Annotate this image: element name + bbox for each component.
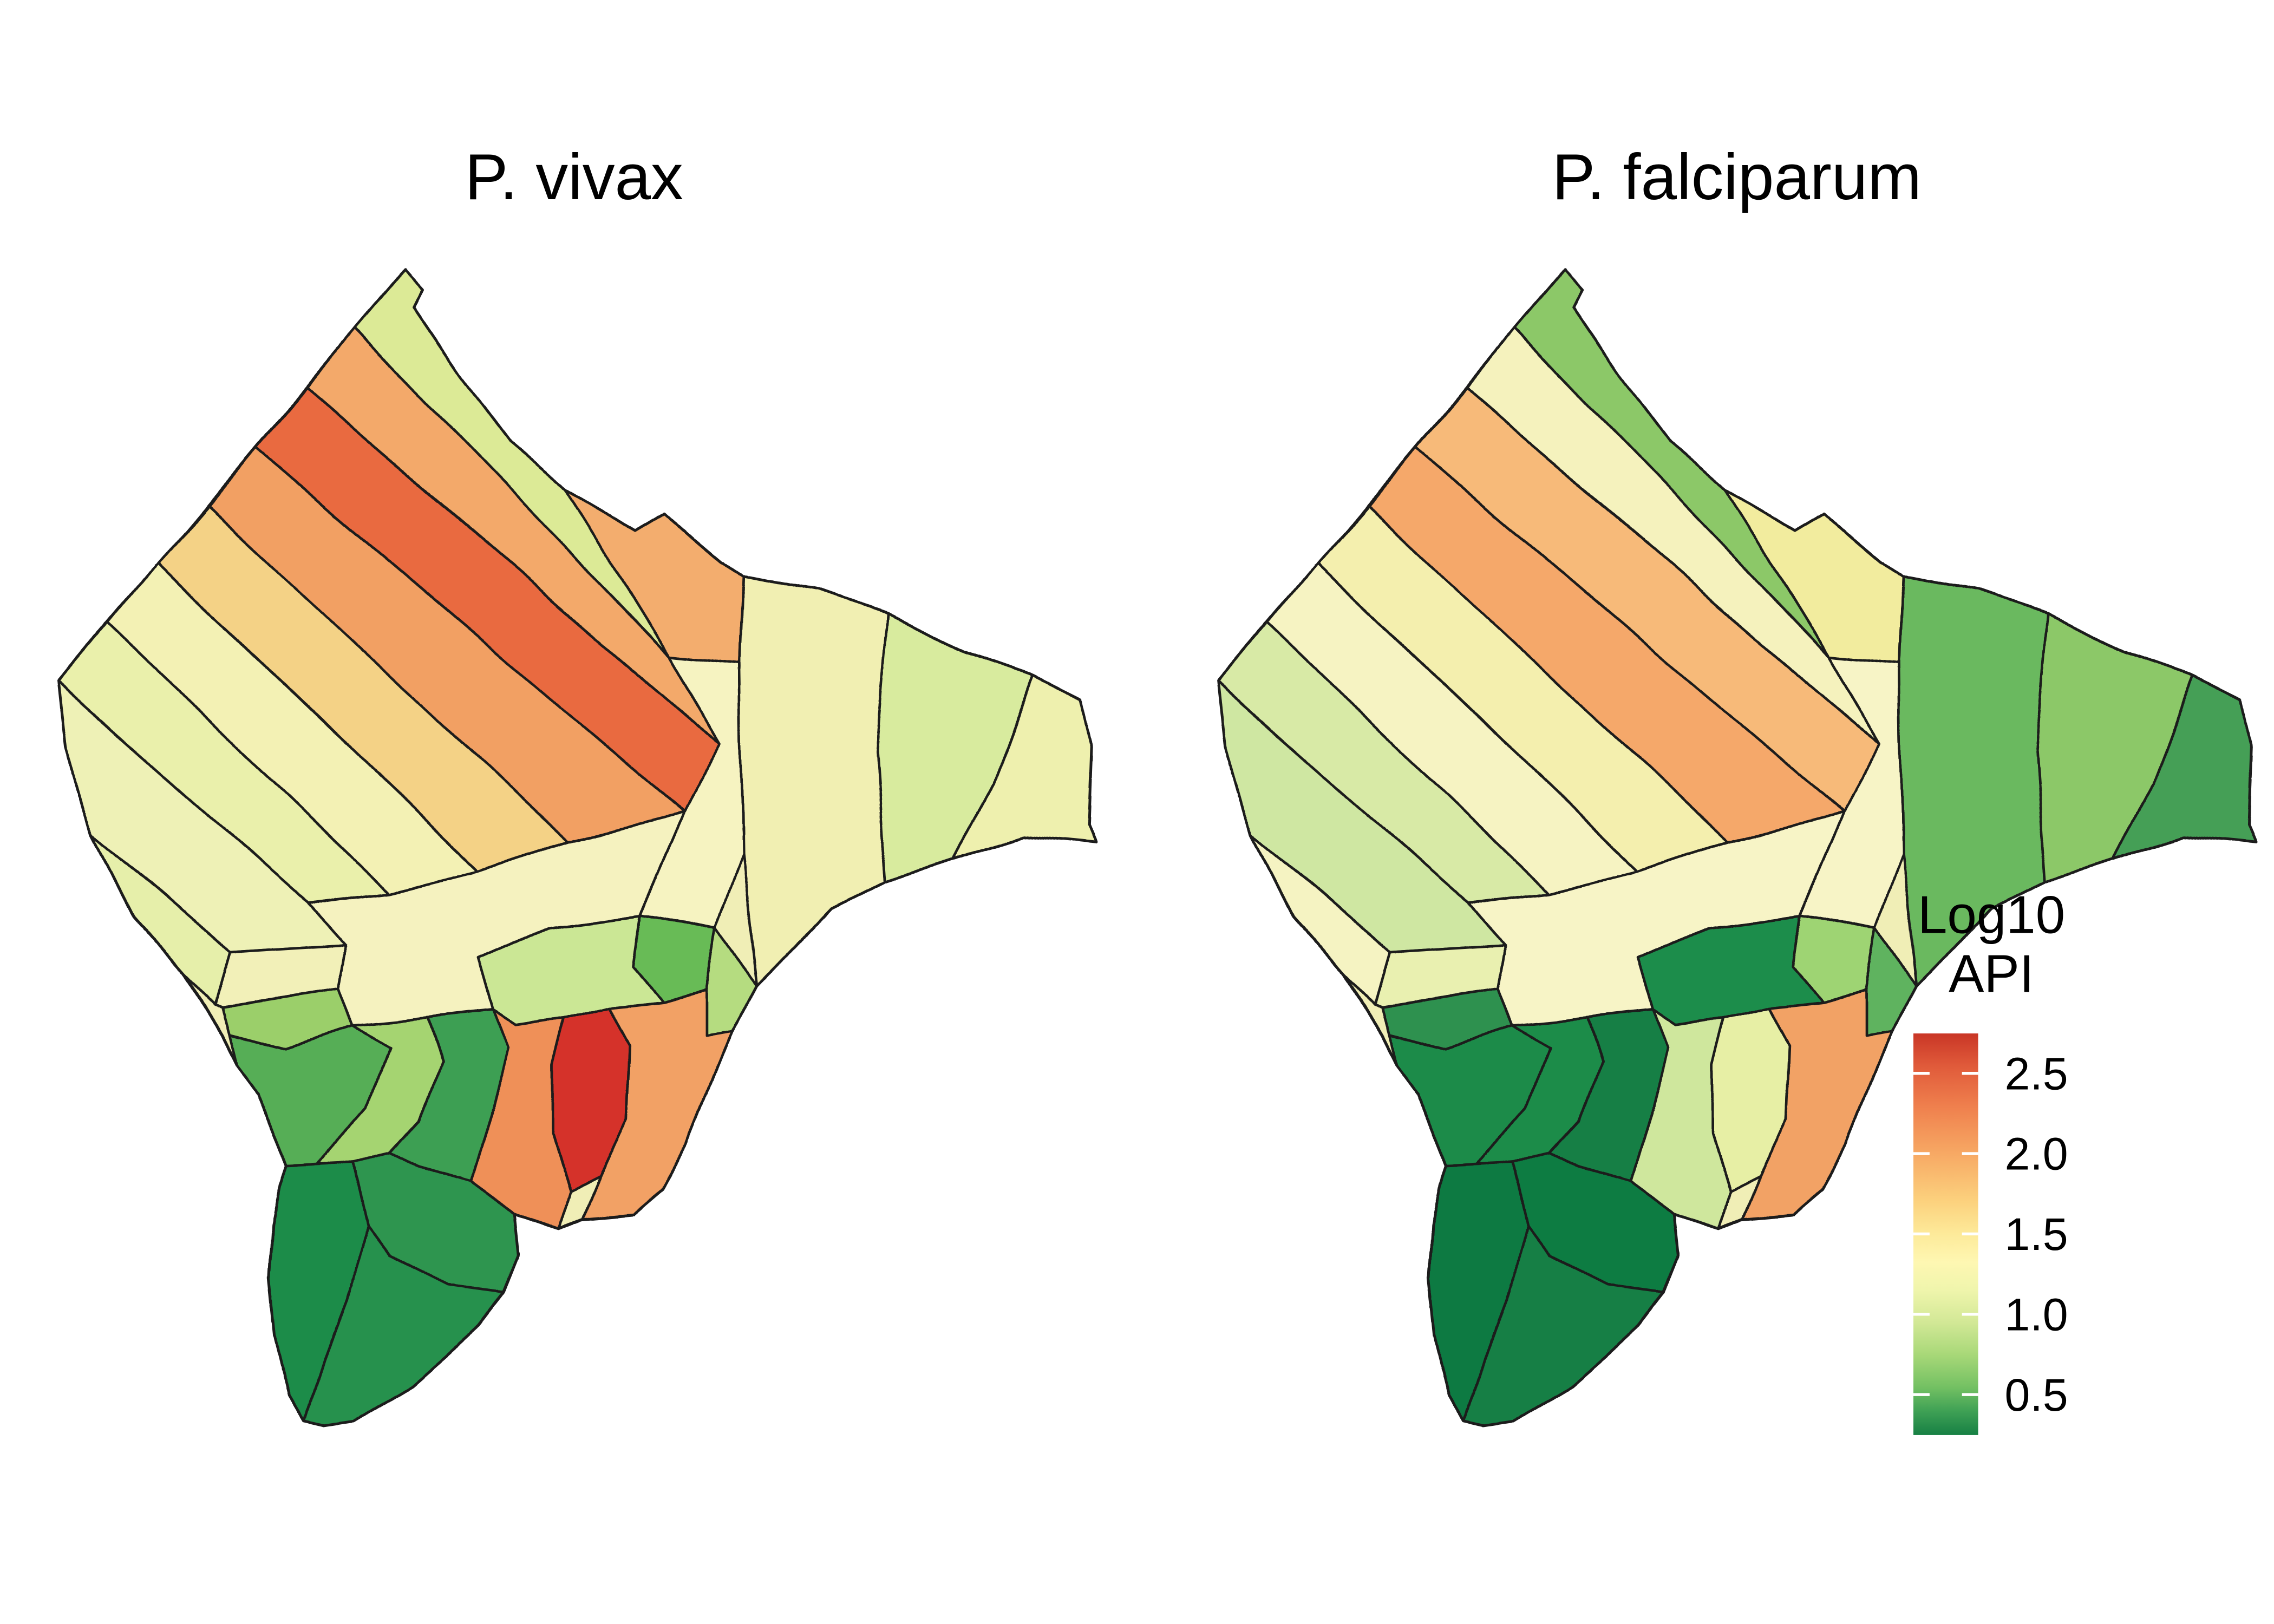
legend-tick-label: 2.5 (2005, 1048, 2068, 1099)
legend-tick-label: 0.5 (2005, 1370, 2068, 1420)
district-26 (469, 1010, 571, 1230)
map-falciparum (1217, 269, 2258, 1426)
legend-tick-label: 1.5 (2005, 1209, 2068, 1260)
district-25 (1740, 987, 1894, 1221)
district-12 (2110, 675, 2258, 861)
map-vivax (57, 269, 1098, 1426)
legend: Log10 API 2.5 2.0 1.5 1.0 0.5 (1913, 885, 2068, 1435)
district-10 (739, 574, 889, 986)
district-10 (1899, 574, 2049, 986)
map-title-falciparum: P. falciparum (1552, 141, 1922, 213)
district-14 (1250, 833, 1389, 1005)
map-title-vivax: P. vivax (465, 141, 683, 213)
district-14 (90, 833, 230, 1005)
district-12 (951, 675, 1098, 861)
legend-tick-label: 2.0 (2005, 1129, 2068, 1180)
district-29 (303, 1224, 506, 1426)
district-26 (1629, 1010, 1731, 1230)
legend-title-line1: Log10 (1918, 885, 2065, 944)
legend-title-line2: API (1949, 944, 2034, 1004)
district-29 (1463, 1224, 1666, 1426)
legend-tick-label: 1.0 (2005, 1289, 2068, 1340)
legend-ticks: 2.5 2.0 1.5 1.0 0.5 (1913, 1048, 2068, 1420)
district-25 (580, 987, 735, 1221)
